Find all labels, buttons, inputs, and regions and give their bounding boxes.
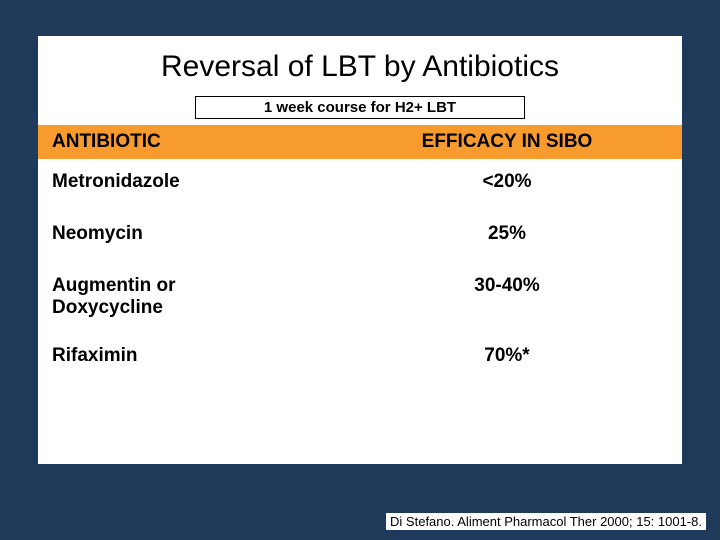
efficacy-table: ANTIBIOTIC EFFICACY IN SIBO Metronidazol… — [38, 125, 682, 385]
citation-text: Di Stefano. Aliment Pharmacol Ther 2000;… — [386, 513, 706, 530]
table-header-row: ANTIBIOTIC EFFICACY IN SIBO — [38, 125, 682, 159]
subtitle-box: 1 week course for H2+ LBT — [195, 96, 525, 119]
table-row: Augmentin orDoxycycline 30-40% — [38, 263, 682, 333]
col-header-antibiotic: ANTIBIOTIC — [38, 131, 360, 153]
cell-antibiotic: Metronidazole — [38, 171, 360, 193]
cell-efficacy: 30-40% — [360, 275, 682, 297]
table-row: Metronidazole <20% — [38, 159, 682, 211]
table-row: Rifaximin 70%* — [38, 333, 682, 385]
cell-antibiotic: Rifaximin — [38, 345, 360, 367]
col-header-efficacy: EFFICACY IN SIBO — [360, 131, 682, 153]
cell-antibiotic: Augmentin orDoxycycline — [38, 275, 360, 319]
cell-efficacy: 25% — [360, 223, 682, 245]
slide-title: Reversal of LBT by Antibiotics — [38, 36, 682, 92]
citation: Di Stefano. Aliment Pharmacol Ther 2000;… — [386, 513, 706, 530]
cell-efficacy: 70%* — [360, 345, 682, 367]
cell-efficacy: <20% — [360, 171, 682, 193]
table-row: Neomycin 25% — [38, 211, 682, 263]
cell-antibiotic: Neomycin — [38, 223, 360, 245]
slide-panel: Reversal of LBT by Antibiotics 1 week co… — [38, 36, 682, 464]
